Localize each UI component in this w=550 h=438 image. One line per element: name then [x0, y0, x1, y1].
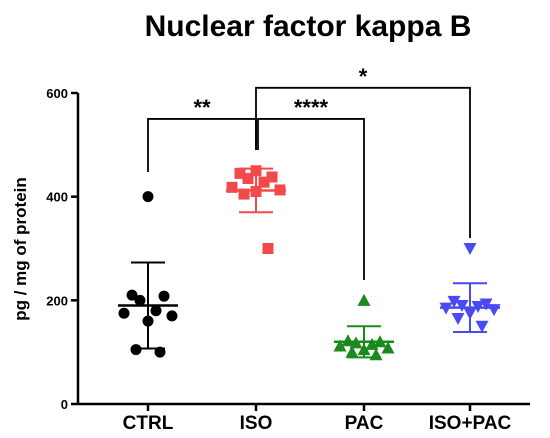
data-point	[451, 312, 465, 325]
data-point	[118, 307, 130, 319]
data-point	[333, 339, 347, 352]
x-tick-label: ISO	[240, 413, 273, 434]
data-point	[166, 310, 178, 322]
data-point	[274, 184, 286, 196]
group-pac	[333, 293, 395, 361]
data-point	[130, 344, 142, 356]
data-point	[142, 191, 154, 203]
data-point	[357, 343, 371, 356]
data-point	[349, 336, 363, 349]
data-point	[134, 294, 146, 306]
data-point	[357, 293, 371, 306]
x-tick-label: PAC	[345, 413, 384, 434]
sig-bracket-iso-pac: ****	[257, 95, 365, 280]
y-axis-label: pg / mg of protein	[11, 177, 30, 321]
data-point	[250, 185, 262, 197]
x-tick-label: ISO+PAC	[429, 413, 512, 434]
sig-label: **	[193, 95, 211, 120]
sig-bracket-line	[255, 86, 471, 238]
data-point	[471, 301, 485, 314]
data-point	[463, 243, 477, 255]
x-tick-label: CTRL	[123, 413, 174, 434]
sig-bracket-iso-iso-pac: *	[255, 64, 471, 238]
significance-brackets: ** *****	[147, 64, 471, 280]
data-point	[142, 315, 154, 327]
data-point	[373, 335, 387, 348]
data-groups	[118, 165, 501, 361]
data-point	[126, 289, 138, 301]
data-point	[154, 346, 166, 358]
data-point	[226, 181, 238, 193]
y-tick-label: 0	[61, 397, 68, 412]
data-point	[365, 337, 379, 350]
y-tick-label: 200	[46, 293, 68, 308]
data-point	[447, 295, 461, 308]
sig-label: *	[359, 64, 368, 89]
axes: 0 200 400 600 CTRL ISO PAC ISO+PAC	[46, 86, 530, 434]
data-point	[487, 304, 501, 317]
sig-bracket-line	[257, 118, 365, 280]
data-point	[463, 307, 477, 320]
data-point	[455, 300, 469, 313]
chart-title: Nuclear factor kappa B	[145, 10, 472, 43]
data-point	[369, 348, 383, 361]
data-point	[381, 341, 395, 354]
data-point	[439, 302, 453, 315]
data-point	[238, 188, 250, 200]
data-point	[475, 320, 489, 333]
data-point	[345, 345, 359, 358]
data-point	[341, 334, 355, 347]
data-point	[258, 176, 270, 188]
y-tick-label: 600	[46, 86, 68, 101]
y-tick-label: 400	[46, 190, 68, 205]
group-iso-pac	[439, 243, 501, 333]
group-ctrl	[118, 191, 178, 358]
data-point	[250, 165, 262, 177]
data-point	[150, 305, 162, 317]
group-iso	[226, 165, 286, 254]
data-point	[158, 290, 170, 302]
sig-label: ****	[294, 95, 329, 120]
data-point	[234, 167, 246, 179]
data-point	[266, 171, 278, 183]
data-point	[262, 243, 274, 254]
sig-bracket-line	[147, 118, 257, 172]
sig-bracket-ctrl-iso: **	[147, 95, 257, 172]
data-point	[242, 173, 254, 185]
